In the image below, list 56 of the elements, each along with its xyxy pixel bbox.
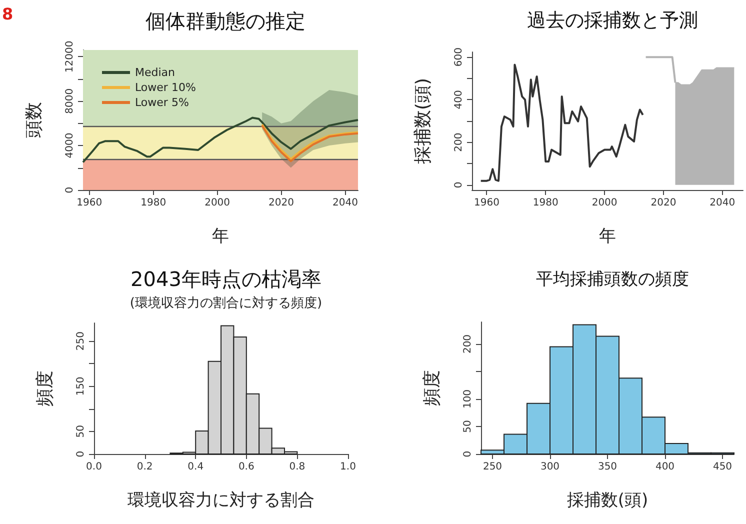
x-tick-label: 2040: [710, 198, 736, 208]
legend-label: Median: [135, 66, 176, 79]
x-tick-label: 1980: [532, 198, 558, 208]
y-tick-label: 600: [454, 48, 464, 67]
x-tick-label: 2020: [268, 198, 294, 208]
line-series: [82, 116, 359, 164]
x-tick-label: 1.0: [340, 462, 356, 472]
x-tick-label: 0.2: [136, 462, 153, 472]
y-axis-title: 採捕数(頭): [412, 78, 434, 164]
y-tick-label: 4000: [64, 132, 76, 158]
chart-title: 過去の採捕数と予測: [527, 10, 698, 32]
x-tick-label: 0.8: [289, 462, 306, 472]
x-tick-label: 0.0: [86, 462, 102, 472]
x-tick-label: 450: [712, 462, 732, 472]
legend-label: Lower 10%: [135, 81, 196, 94]
x-tick-label: 0.4: [188, 462, 204, 472]
y-tick-label: 0: [64, 186, 76, 194]
x-axis-title: 年: [599, 226, 616, 246]
x-tick-label: 2000: [204, 198, 230, 208]
y-tick-label: 8000: [64, 88, 76, 114]
y-tick-label: 0: [76, 450, 86, 458]
y-tick-label: 50: [462, 420, 474, 433]
x-axis-title: 年: [212, 226, 229, 246]
x-tick-label: 0.6: [238, 462, 254, 472]
x-tick-label: 2020: [650, 198, 676, 208]
legend-label: Lower 5%: [135, 96, 189, 109]
y-tick-label: 50: [76, 425, 86, 438]
x-tick-label: 2000: [592, 198, 618, 208]
y-tick-label: 200: [454, 132, 464, 152]
x-tick-label: 1980: [140, 198, 166, 208]
y-axis-title: 頭数: [24, 102, 44, 138]
y-axis-title: 頻度: [422, 370, 442, 406]
x-tick-label: 1960: [76, 198, 102, 208]
chart-title: 個体群動態の推定: [146, 9, 306, 33]
y-tick-label: 12000: [64, 40, 76, 73]
x-tick-label: 350: [598, 462, 618, 472]
y-tick-label: 400: [454, 90, 464, 110]
x-tick-label: 300: [540, 462, 560, 472]
x-axis-title: 採捕数(頭): [566, 490, 648, 510]
y-axis-title: 頻度: [34, 370, 56, 406]
chart-title: 平均採捕頭数の頻度: [536, 270, 689, 290]
y-tick-label: 0: [462, 450, 474, 458]
chart-title: 2043年時点の枯渇率: [130, 267, 322, 291]
x-tick-label: 400: [655, 462, 675, 472]
y-tick-label: 100: [462, 389, 474, 409]
x-axis-title: 環境収容力に対する割合: [128, 490, 314, 510]
x-tick-label: 1960: [474, 198, 500, 208]
line-series: [480, 64, 644, 182]
x-tick-label: 2040: [332, 198, 358, 208]
text: 8: [2, 4, 14, 24]
chart-subtitle: (環境収容力の割合に対する頻度): [130, 295, 322, 311]
y-tick-label: 0: [454, 182, 464, 188]
y-tick-label: 250: [76, 332, 86, 351]
y-tick-label: 200: [462, 334, 474, 354]
y-tick-label: 150: [76, 376, 86, 396]
x-tick-label: 250: [482, 462, 502, 472]
